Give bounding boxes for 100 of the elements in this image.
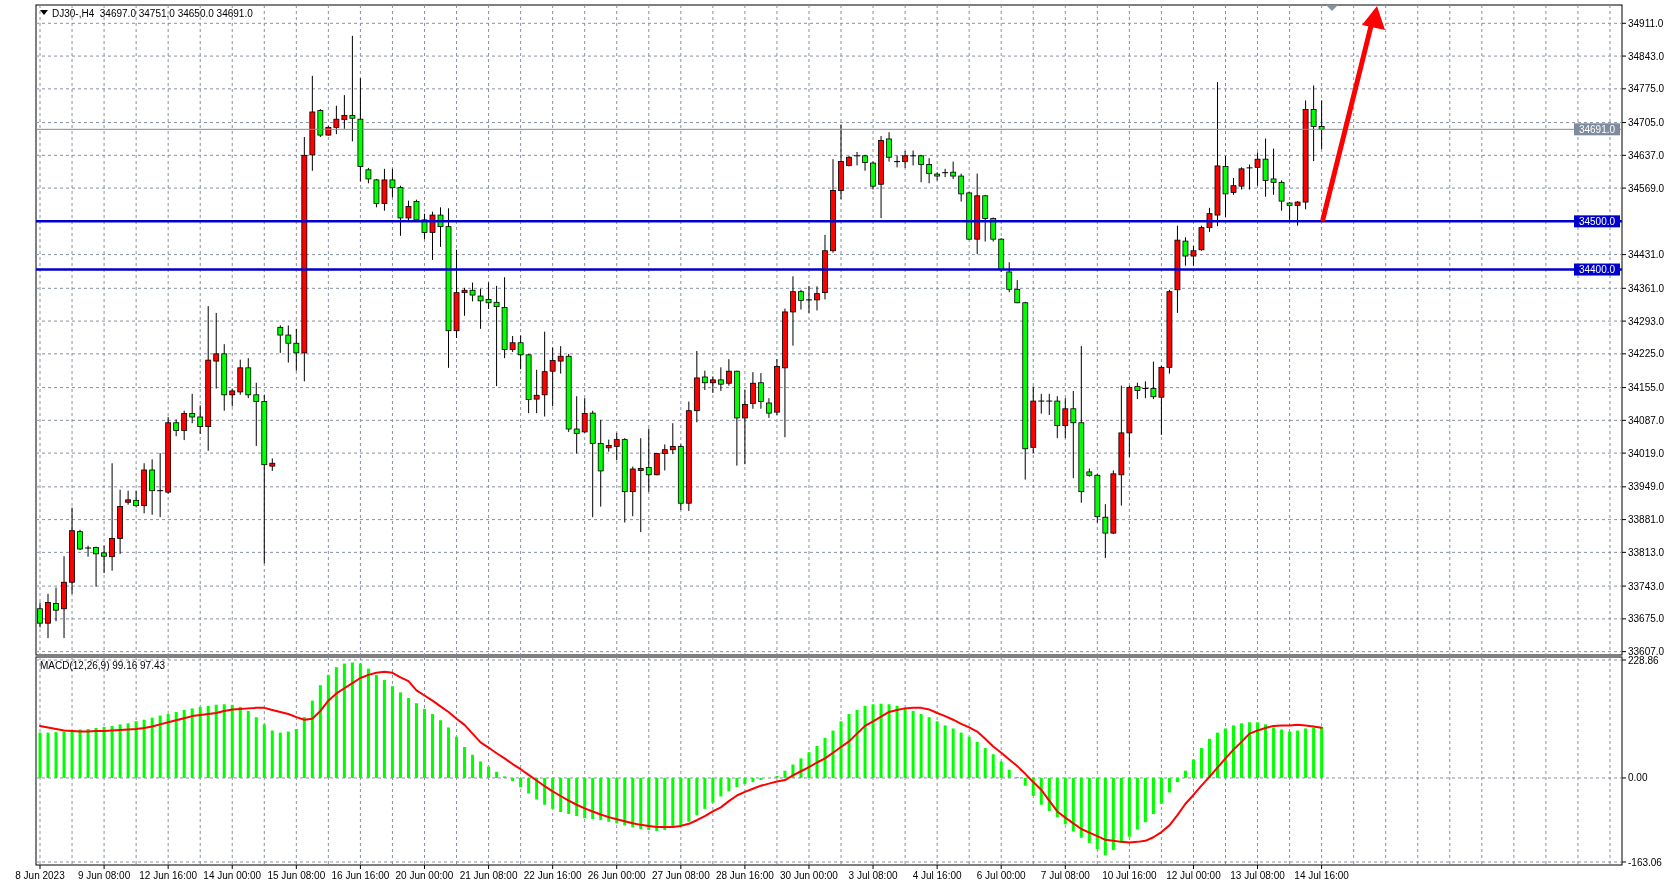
y-tick-label: 33881.0 — [1628, 514, 1665, 526]
candlestick — [790, 275, 796, 347]
bar — [1071, 777, 1075, 832]
bar — [46, 732, 50, 778]
bar — [847, 714, 851, 778]
bar — [86, 728, 90, 778]
candlestick — [661, 443, 668, 471]
y-tick-label: 34911.0 — [1628, 17, 1664, 29]
bar — [1272, 727, 1276, 778]
bar — [439, 720, 443, 778]
bar — [1159, 777, 1163, 804]
bar — [398, 692, 402, 778]
bar — [1240, 723, 1244, 778]
bar — [366, 668, 370, 778]
bar — [455, 736, 459, 778]
bar — [671, 777, 675, 828]
candlestick — [814, 285, 820, 311]
bar — [310, 700, 314, 778]
bar — [1087, 777, 1091, 843]
bar — [1103, 777, 1107, 856]
bar — [719, 777, 723, 797]
x-tick-label: 28 Jun 16:00 — [715, 870, 775, 881]
candlestick — [277, 324, 284, 354]
candlestick — [109, 462, 115, 572]
x-tick-label: 16 Jun 16:00 — [331, 870, 390, 881]
bar — [1207, 738, 1211, 778]
candlestick — [645, 428, 652, 493]
bar — [414, 703, 418, 778]
bar — [663, 777, 667, 831]
bar — [639, 777, 643, 829]
x-tick-label: 10 Jul 16:00 — [1102, 870, 1158, 881]
bar — [1079, 777, 1083, 838]
x-tick-label: 9 Jun 08:00 — [77, 870, 131, 881]
candlestick — [750, 371, 756, 410]
candlestick — [573, 395, 580, 455]
bar — [238, 706, 242, 778]
bar — [487, 766, 491, 778]
candlestick — [293, 328, 300, 372]
bar — [1055, 777, 1059, 818]
y-tick-label: 34637.0 — [1628, 149, 1665, 161]
bar — [134, 721, 138, 778]
bar — [999, 761, 1003, 778]
bar — [431, 714, 434, 778]
bar — [102, 726, 106, 778]
x-tick-label: 14 Jun 00:00 — [203, 870, 262, 881]
candlestick — [1006, 261, 1013, 293]
candlestick — [189, 393, 196, 424]
candlestick — [557, 345, 564, 375]
bar — [302, 717, 306, 778]
x-tick-label: 15 Jun 08:00 — [267, 870, 326, 881]
bar — [1248, 722, 1252, 778]
bar — [447, 727, 451, 778]
candlestick — [926, 157, 933, 184]
x-tick-label: 14 Jul 16:00 — [1294, 870, 1350, 881]
bar — [1143, 777, 1147, 823]
x-tick-label: 6 Jul 00:00 — [976, 870, 1027, 881]
bar — [1320, 726, 1324, 778]
bar — [246, 710, 250, 778]
bar — [214, 704, 218, 778]
y-tick-label: 34569.0 — [1628, 182, 1665, 194]
bar — [495, 771, 499, 778]
bar — [575, 777, 579, 817]
bar — [382, 680, 386, 778]
bar — [54, 732, 58, 778]
bar — [631, 777, 635, 828]
candlestick — [285, 324, 292, 364]
chart-title: MACD(12,26,9) 99.16 97.43 — [40, 660, 166, 671]
candlestick — [870, 161, 876, 191]
bar — [743, 777, 747, 785]
bar — [254, 717, 258, 778]
candlestick — [1102, 503, 1109, 559]
candlestick — [637, 437, 644, 533]
bar — [222, 704, 226, 778]
bar — [326, 674, 330, 778]
y-tick-label: 34361.0 — [1628, 282, 1665, 294]
bar — [294, 728, 298, 778]
bar — [318, 685, 322, 778]
bar — [623, 777, 627, 826]
candlestick — [156, 452, 164, 518]
bar — [406, 698, 410, 778]
bar — [166, 714, 170, 778]
candlestick — [758, 372, 764, 410]
bar — [991, 754, 995, 778]
x-tick-label: 12 Jul 00:00 — [1166, 870, 1222, 881]
x-tick-label: 13 Jul 08:00 — [1230, 870, 1286, 881]
bar — [158, 715, 162, 778]
bar — [1007, 769, 1011, 778]
bar — [1151, 777, 1155, 815]
bar — [567, 777, 571, 815]
bar — [943, 725, 947, 778]
bar — [919, 714, 923, 778]
candlestick — [125, 490, 132, 506]
line-series — [39, 670, 1323, 844]
bar — [1199, 748, 1203, 778]
bar — [687, 777, 691, 822]
bar — [350, 662, 354, 778]
bar — [230, 704, 234, 778]
bar — [511, 777, 515, 782]
bar — [1175, 777, 1179, 783]
bar — [527, 777, 531, 794]
